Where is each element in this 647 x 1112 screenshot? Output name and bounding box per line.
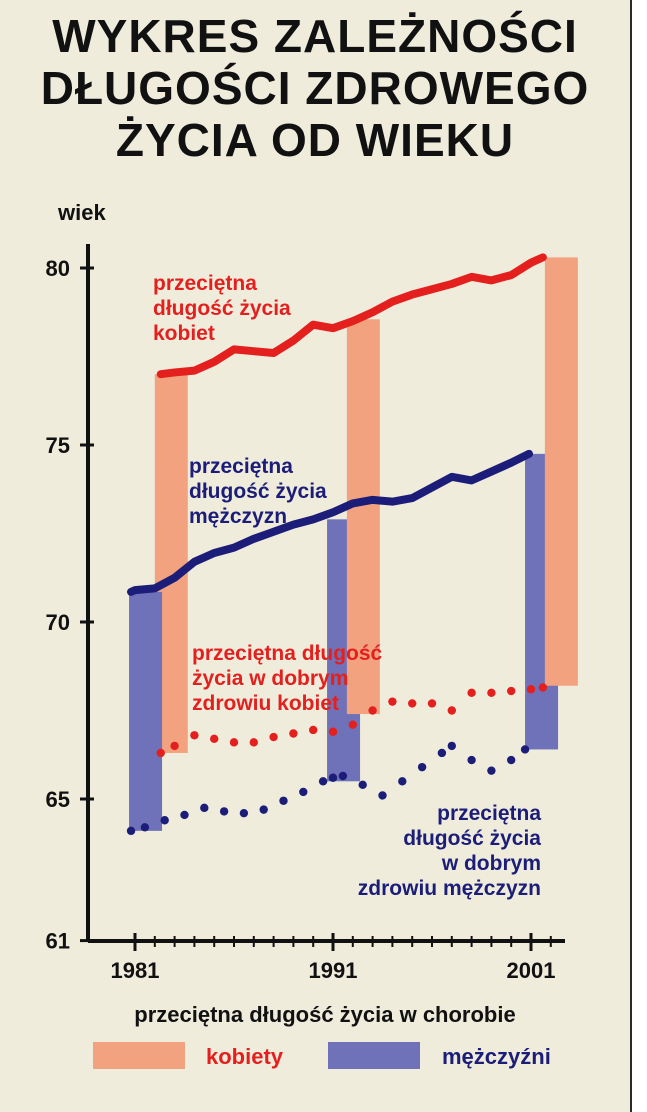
point-women_healthy-4: [229, 738, 239, 747]
annotation-men_healthy-line-2: długość życia: [403, 827, 541, 850]
annotation-women_total-line-2: długość życia: [153, 297, 291, 320]
point-men_healthy-19: [467, 755, 476, 765]
series-dots-men_healthy: [126, 741, 530, 836]
series-line-women_total: [156, 253, 547, 379]
point-men_healthy-15: [398, 777, 407, 786]
band-women-3: [346, 319, 380, 715]
annotation-women_total-line-1: przeciętna: [153, 272, 257, 295]
chart-title: WYKRES ZALEŻNOŚCI DŁUGOŚCI ZDROWEGO ŻYCI…: [0, 10, 630, 166]
annotation-men_total-line-1: przeciętna: [189, 455, 293, 478]
lines-layer: [126, 253, 548, 836]
x-tick-label-2001: 2001: [507, 958, 556, 983]
point-women_healthy-17: [487, 688, 496, 697]
point-men_healthy-4: [200, 803, 209, 813]
point-men_healthy-3: [180, 810, 189, 820]
point-women_healthy-15: [447, 706, 456, 715]
point-women_healthy-6: [269, 732, 278, 742]
annotation-men_healthy-line-4: zdrowiu mężczyzn: [358, 877, 541, 900]
annotation-men_healthy-line-3: w dobrym: [441, 852, 541, 875]
point-women_healthy-1: [170, 741, 179, 751]
annotation-women_total: przeciętna długość życia kobiet: [153, 272, 291, 345]
point-women_healthy-14: [427, 699, 437, 708]
chart-figure: WYKRES ZALEŻNOŚCI DŁUGOŚCI ZDROWEGO ŻYCI…: [0, 0, 630, 1112]
point-men_healthy-1: [140, 823, 150, 832]
title-line-1: WYKRES ZALEŻNOŚCI: [52, 10, 578, 62]
axes-layer: wiek 80 75 70 65 61 1981 1991 2001: [46, 200, 565, 983]
point-men_healthy-11: [328, 773, 338, 782]
legend-label-women: kobiety: [206, 1044, 284, 1069]
y-tick-label-61: 61: [46, 929, 70, 954]
point-women_healthy-5: [249, 738, 258, 747]
point-men_healthy-20: [487, 766, 496, 775]
annotation-men_total: przeciętna długość życia mężczyzn: [189, 455, 327, 528]
point-men_healthy-7: [259, 805, 268, 814]
series-dots-women_healthy: [156, 683, 548, 758]
legend-title: przeciętna długość życia w chorobie: [134, 1002, 515, 1027]
legend-label-men: mężczyźni: [442, 1044, 551, 1069]
band-women-5: [544, 257, 578, 686]
point-men_healthy-8: [279, 796, 288, 805]
bands-layer: [129, 257, 578, 831]
point-women_healthy-7: [289, 729, 298, 738]
x-tick-label-1981: 1981: [111, 958, 160, 983]
point-women_healthy-11: [368, 706, 377, 715]
point-women_healthy-20: [538, 683, 548, 692]
point-men_healthy-10: [318, 777, 328, 786]
y-axis-title: wiek: [57, 200, 106, 225]
annotation-men_total-line-3: mężczyzn: [189, 505, 287, 528]
point-women_healthy-9: [328, 727, 338, 736]
point-men_healthy-18: [447, 741, 456, 751]
y-tick-label-70: 70: [46, 610, 70, 635]
point-women_healthy-0: [156, 748, 165, 758]
point-women_healthy-13: [408, 699, 417, 708]
point-women_healthy-19: [526, 685, 536, 694]
title-line-2: DŁUGOŚCI ZDROWEGO: [40, 62, 590, 114]
legend-swatch-women: [93, 1042, 185, 1069]
annotation-men_healthy-line-1: przeciętna: [437, 802, 541, 825]
annotation-men_total-line-2: długość życia: [189, 480, 327, 503]
point-men_healthy-13: [358, 780, 367, 790]
point-women_healthy-2: [190, 731, 199, 740]
point-men_healthy-21: [507, 755, 516, 765]
point-men_healthy-9: [299, 787, 308, 797]
title-line-3: ŻYCIA OD WIEKU: [115, 114, 515, 166]
point-men_healthy-17: [437, 748, 447, 758]
annotation-women_total-line-3: kobiet: [153, 322, 215, 345]
point-men_healthy-12: [338, 771, 348, 781]
point-men_healthy-2: [160, 816, 169, 825]
annotation-women_healthy: przeciętna długość życia w dobrym zdrowiu …: [192, 642, 383, 715]
legend-layer: przeciętna długość życia w chorobie kobie…: [93, 1002, 551, 1069]
page-edge: [630, 0, 647, 1112]
annotation-women_healthy-line-2: życia w dobrym: [192, 667, 348, 690]
point-women_healthy-10: [348, 720, 357, 729]
point-men_healthy-0: [126, 826, 136, 836]
annotation-women_healthy-line-1: przeciętna długość: [192, 642, 383, 665]
y-tick-label-75: 75: [46, 433, 70, 458]
point-women_healthy-3: [210, 734, 219, 744]
point-men_healthy-5: [219, 807, 229, 816]
point-women_healthy-18: [507, 686, 516, 696]
point-women_healthy-8: [309, 725, 318, 735]
point-men_healthy-6: [239, 808, 249, 818]
point-men_healthy-22: [520, 745, 530, 754]
legend-swatch-men: [328, 1042, 420, 1069]
point-men_healthy-16: [417, 762, 427, 772]
series-line-men_total: [127, 449, 534, 596]
annotation-men_healthy: przeciętna długość życia w dobrym zdrowiu m…: [358, 802, 542, 900]
point-women_healthy-16: [467, 688, 476, 697]
point-men_healthy-14: [378, 791, 387, 800]
annotation-women_healthy-line-3: zdrowiu kobiet: [192, 692, 339, 715]
point-women_healthy-12: [388, 697, 397, 706]
x-tick-label-1991: 1991: [309, 958, 358, 983]
y-tick-label-80: 80: [46, 256, 70, 281]
band-men-1: [129, 591, 163, 831]
y-tick-label-65: 65: [46, 787, 70, 812]
